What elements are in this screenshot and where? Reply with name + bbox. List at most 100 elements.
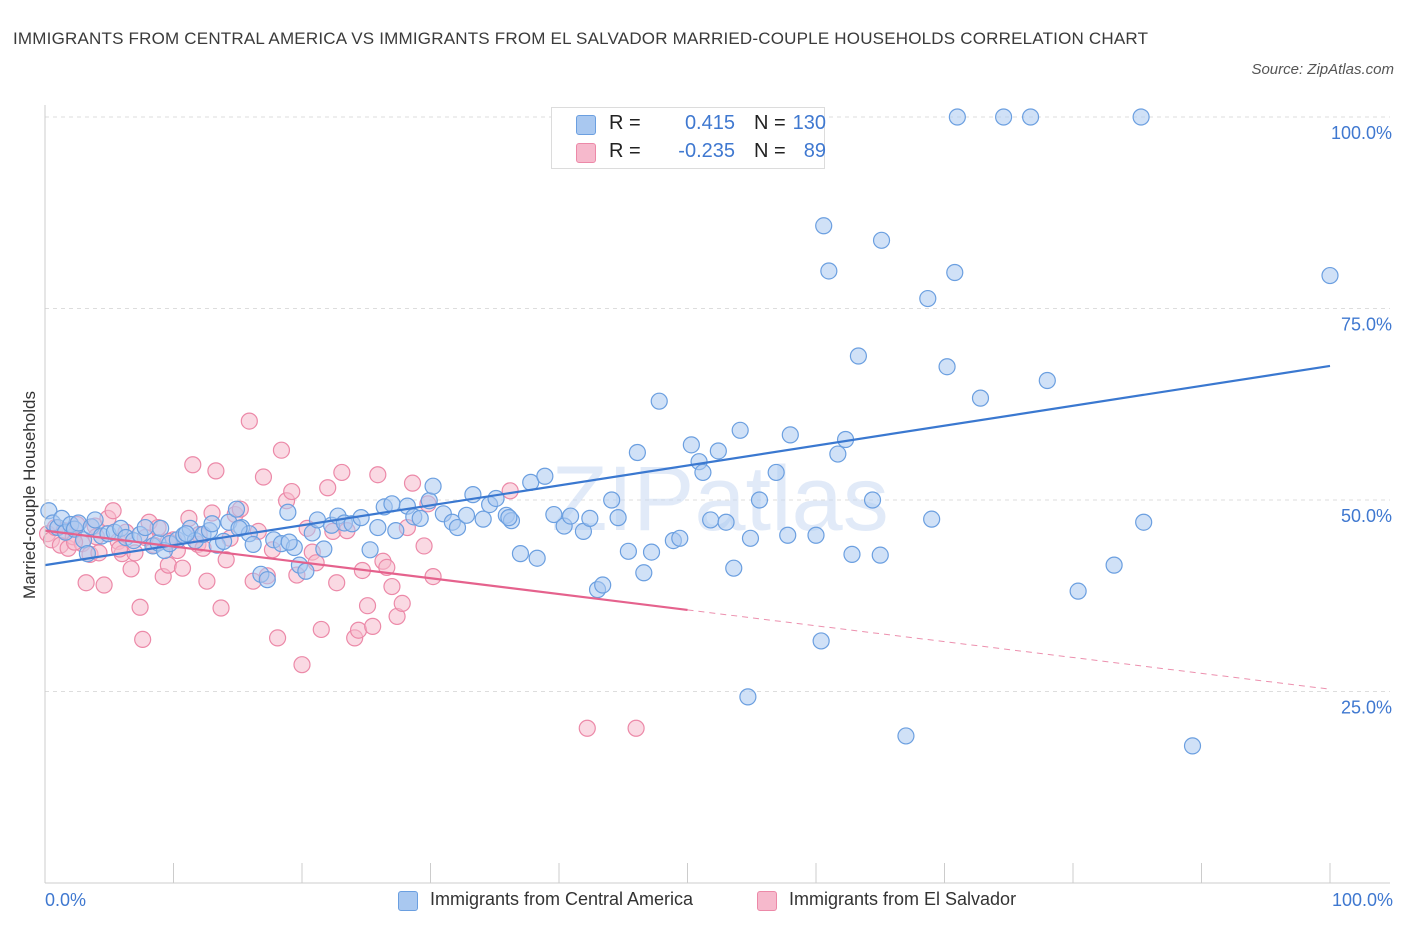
blue-point <box>717 513 735 531</box>
blue-point <box>244 535 262 554</box>
pink-point <box>358 597 377 615</box>
pink-point <box>212 599 230 617</box>
trendlines <box>44 364 1331 690</box>
blue-point <box>581 509 599 527</box>
pink-point <box>364 617 382 635</box>
pink-point <box>240 412 258 430</box>
blue-point <box>731 421 749 439</box>
pink-point <box>319 479 337 497</box>
blue-trendline <box>44 364 1331 567</box>
blue-point <box>411 509 429 527</box>
r-value: 0.415 <box>684 112 735 134</box>
blue-point <box>474 510 492 528</box>
blue-point <box>650 392 668 410</box>
n-value: 130 <box>792 112 826 134</box>
blue-point <box>725 559 743 577</box>
stats-legend: R = 0.415 N = 130 R = -0.235 N = 89 <box>551 107 826 169</box>
r-label: R = <box>609 112 641 134</box>
x-tick-max: 100.0% <box>1331 890 1393 910</box>
pink-point <box>173 559 192 577</box>
blue-legend-swatch <box>398 891 418 911</box>
blue-point <box>424 477 442 495</box>
pink-trendline <box>44 529 688 612</box>
blue-series <box>40 108 1339 755</box>
blue-point <box>1021 108 1040 126</box>
pink-point <box>131 598 149 616</box>
grid <box>45 116 1390 692</box>
pink-point <box>159 556 177 574</box>
legend-label: Immigrants from Central America <box>430 889 694 909</box>
blue-point <box>619 542 637 560</box>
blue-point <box>258 571 276 589</box>
blue-point <box>682 436 700 454</box>
blue-point <box>767 463 785 482</box>
r-label: R = <box>609 140 641 162</box>
pink-point <box>268 629 287 647</box>
blue-point <box>995 108 1013 126</box>
blue-point <box>152 519 170 537</box>
blue-point <box>536 467 554 485</box>
blue-point <box>702 511 720 529</box>
blue-point <box>948 108 966 126</box>
axes: 25.0% 50.0% 75.0% 100.0% <box>44 105 1392 884</box>
pink-point <box>272 441 291 459</box>
pink-point <box>198 572 216 590</box>
blue-point <box>361 541 379 559</box>
chart-title: IMMIGRANTS FROM CENTRAL AMERICA VS IMMIG… <box>13 29 1149 48</box>
watermark: ZIPatlas <box>551 448 888 550</box>
legend-label: Immigrants from El Salvador <box>789 889 1017 909</box>
y-tick-label: 50.0% <box>1341 506 1392 526</box>
y-axis-label: Married-couple Households <box>20 391 39 599</box>
blue-point <box>227 500 246 518</box>
blue-point <box>871 546 889 564</box>
blue-point <box>528 549 546 567</box>
n-label: N = <box>754 112 786 134</box>
pink-trendline-dashed <box>687 609 1331 690</box>
blue-point <box>628 443 646 462</box>
blue-point <box>750 491 769 509</box>
pink-point <box>95 576 113 594</box>
pink-point <box>627 719 645 737</box>
blue-point <box>642 543 661 561</box>
pink-point <box>349 621 368 639</box>
blue-point <box>448 518 467 537</box>
r-value: -0.235 <box>678 140 735 162</box>
pink-legend-swatch <box>757 891 777 911</box>
pink-point <box>293 656 311 674</box>
blue-point <box>86 511 104 529</box>
y-tick-label: 25.0% <box>1341 698 1392 718</box>
blue-point <box>820 262 838 280</box>
pink-point <box>217 551 235 569</box>
pink-point <box>369 466 387 484</box>
blue-point <box>919 289 937 308</box>
blue-point <box>635 564 653 582</box>
blue-point <box>609 509 627 527</box>
blue-swatch <box>576 115 596 135</box>
blue-point <box>671 529 689 547</box>
pink-point <box>415 537 433 555</box>
blue-point <box>863 491 882 509</box>
blue-point <box>741 529 760 547</box>
blue-point <box>457 506 476 524</box>
source-label: Source: ZipAtlas.com <box>1251 61 1394 78</box>
blue-point <box>1135 513 1153 531</box>
blue-point <box>387 522 405 540</box>
pink-point <box>104 502 122 520</box>
blue-point <box>511 545 530 563</box>
blue-point <box>203 515 221 533</box>
blue-point <box>1132 108 1150 126</box>
blue-point <box>603 491 621 509</box>
blue-point <box>923 510 941 528</box>
blue-point <box>739 688 757 706</box>
blue-point <box>230 519 248 537</box>
x-tick-min: 0.0% <box>45 890 87 910</box>
blue-point <box>1038 371 1056 390</box>
blue-point <box>297 562 315 580</box>
blue-point <box>781 426 799 444</box>
pink-point <box>122 560 140 578</box>
pink-point <box>207 462 225 480</box>
pink-point <box>77 574 95 592</box>
blue-point <box>136 518 154 537</box>
blue-point <box>946 263 964 282</box>
n-label: N = <box>754 140 786 162</box>
